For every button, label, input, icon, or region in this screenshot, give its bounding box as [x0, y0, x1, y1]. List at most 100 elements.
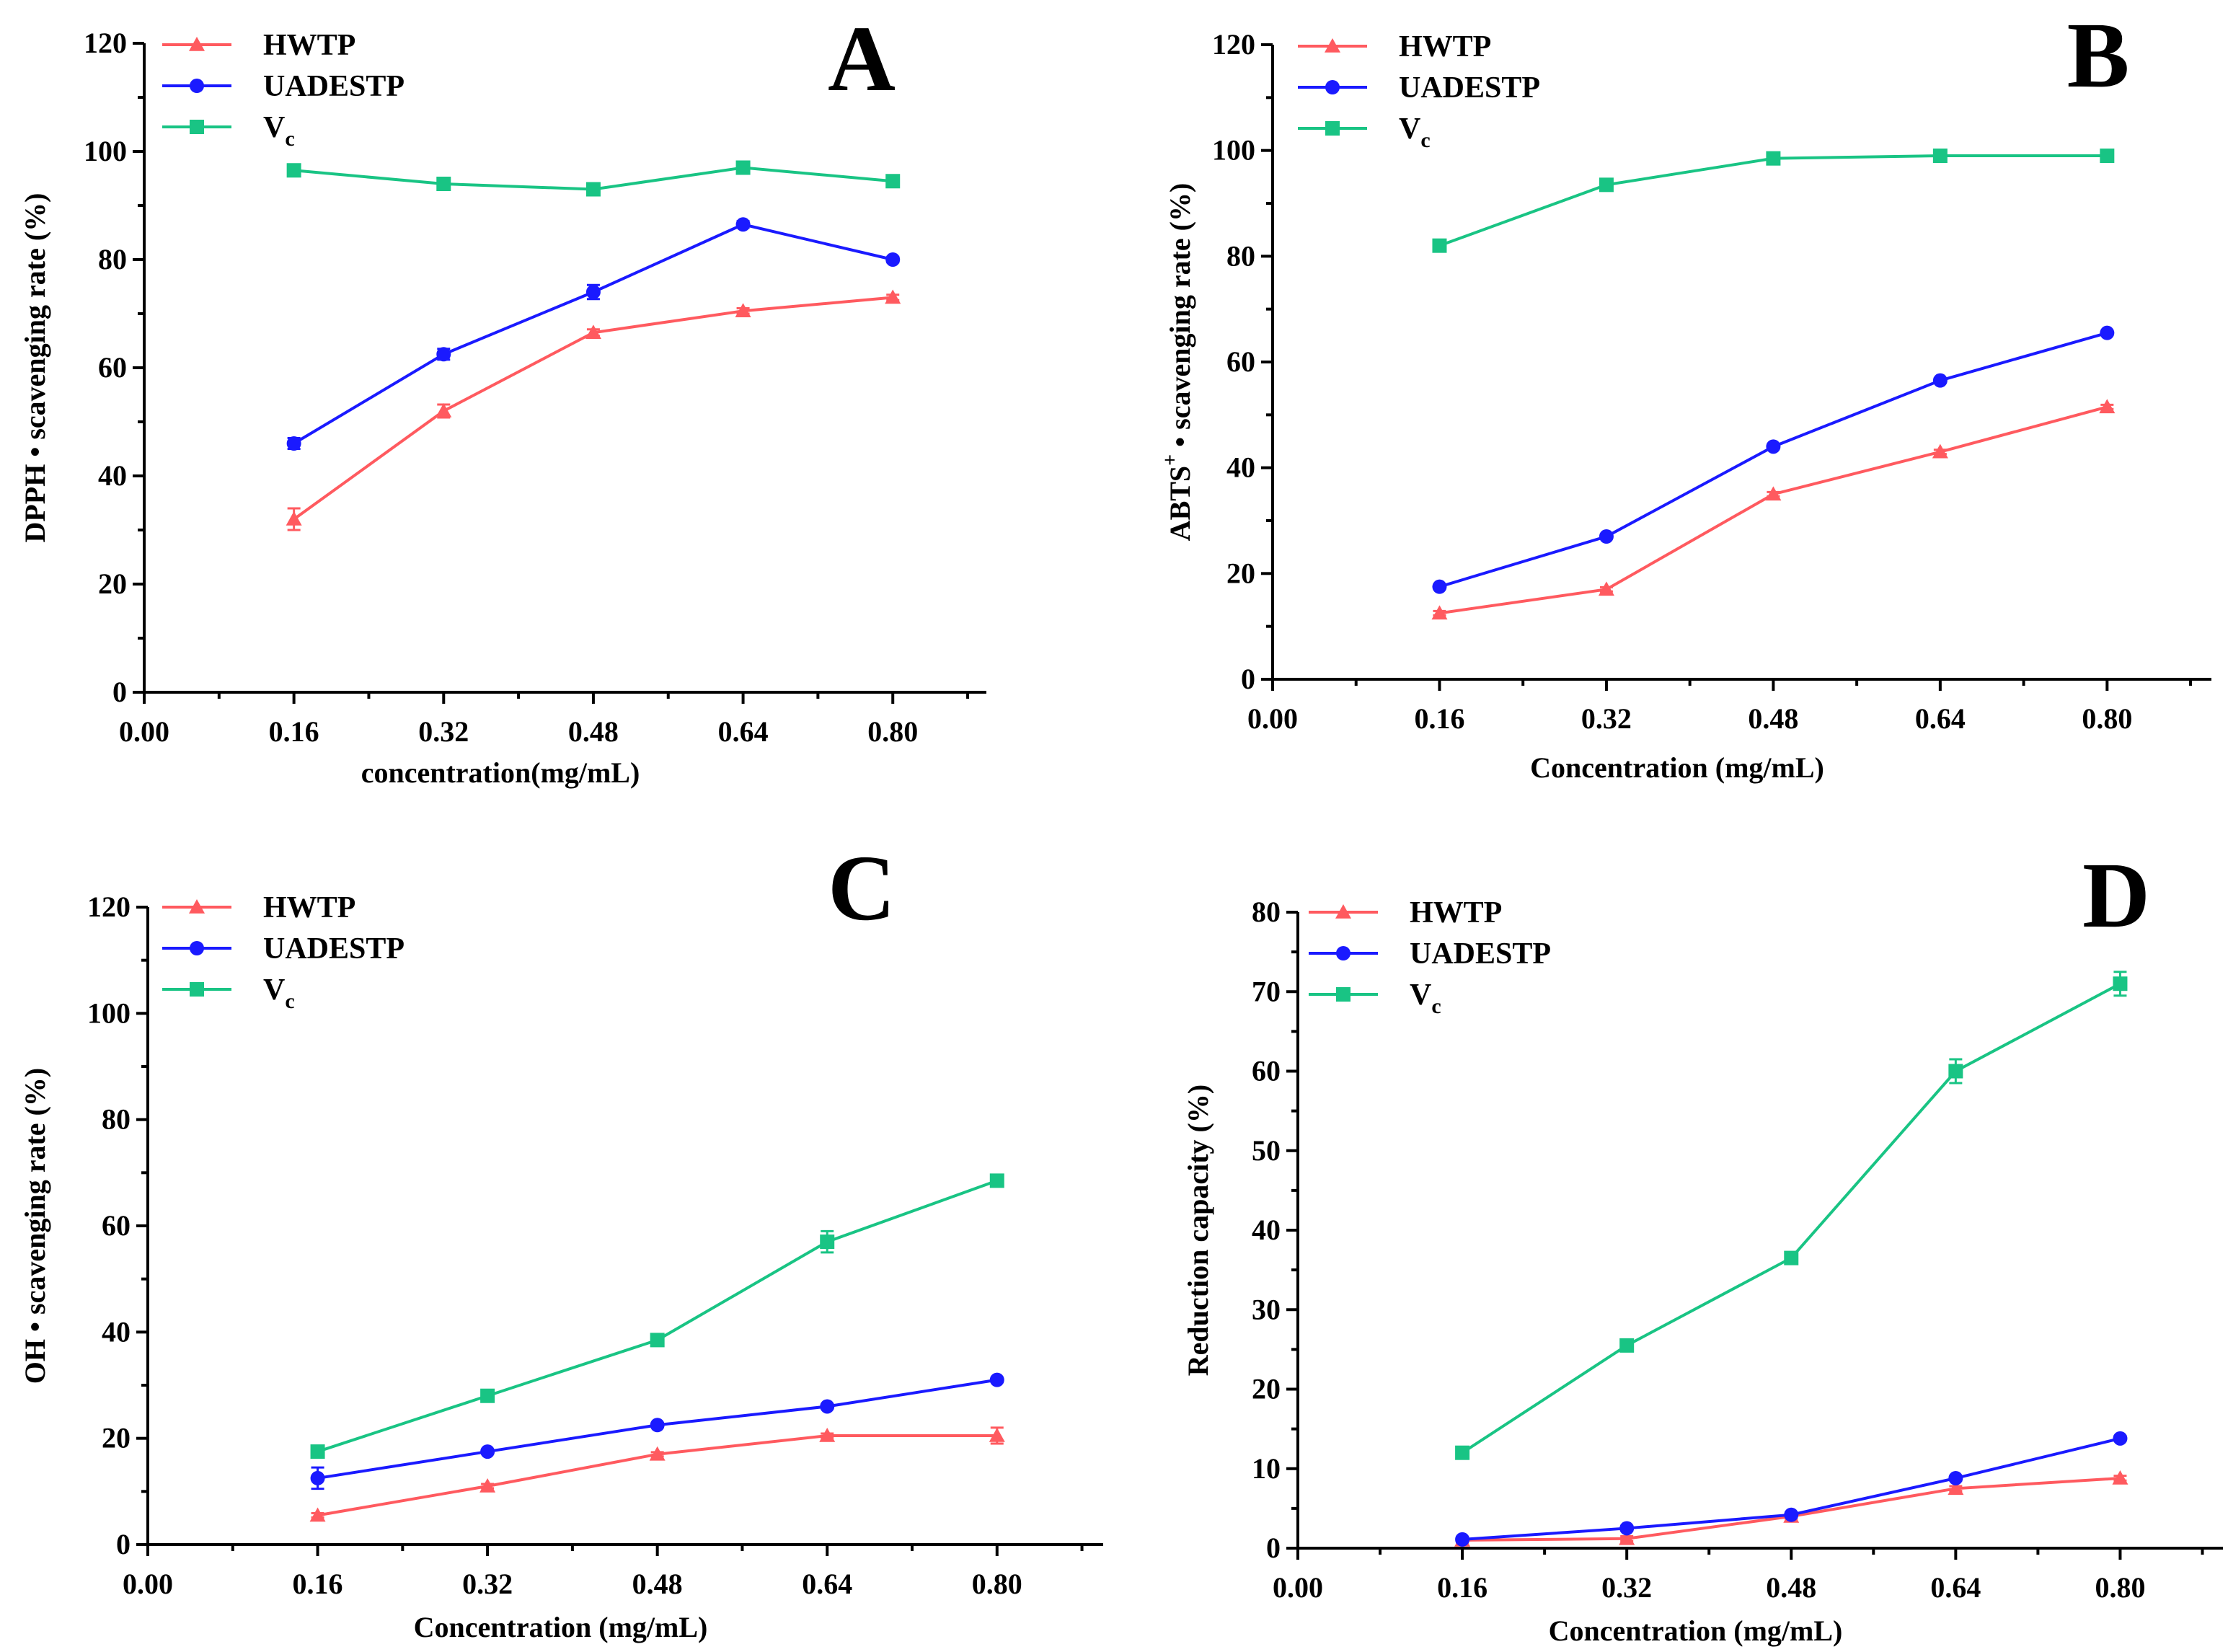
x-tick-label: 0.16: [1414, 702, 1464, 735]
x-tick-label: 0.16: [1437, 1571, 1487, 1604]
x-tick-label: 0.64: [718, 715, 769, 748]
data-point-vc: [2113, 976, 2128, 991]
data-point-uadestp: [1432, 579, 1447, 594]
data-point-vc: [286, 163, 301, 178]
y-tick-label: 40: [98, 459, 127, 492]
x-tick-label: 0.16: [269, 715, 319, 748]
x-tick-label: 0.00: [1247, 702, 1298, 735]
data-point-uadestp: [1784, 1507, 1799, 1522]
x-tick-label: 0.48: [1766, 1571, 1816, 1604]
data-point-vc: [989, 1173, 1004, 1188]
y-tick-label: 0: [112, 676, 127, 708]
data-point-uadestp: [885, 252, 901, 267]
y-tick-label: 30: [1252, 1293, 1281, 1325]
data-point-hwtp: [649, 1446, 666, 1461]
data-point-hwtp: [309, 1507, 326, 1522]
x-tick-label: 0.80: [2095, 1571, 2145, 1604]
data-point-uadestp: [1766, 439, 1781, 454]
legend-swatch-marker: [190, 79, 204, 93]
data-point-uadestp: [286, 436, 301, 451]
y-tick-label: 20: [1252, 1373, 1281, 1405]
data-point-vc: [820, 1234, 835, 1250]
data-point-vc: [1599, 177, 1614, 193]
legend-label-vc: Vc: [1410, 979, 1441, 1018]
x-tick-label: 0.16: [293, 1568, 343, 1600]
legend-label-vc: Vc: [1399, 112, 1431, 152]
legend: HWTP UADESTP Vc: [1298, 30, 1540, 152]
series-hwtp: [1431, 399, 2116, 620]
series-vc: [1455, 971, 2128, 1460]
legend-swatch-marker: [189, 899, 205, 914]
legend-swatch-marker: [1325, 121, 1340, 136]
legend: HWTP UADESTP Vc: [162, 29, 405, 151]
data-point-hwtp: [1431, 605, 1448, 620]
data-point-vc: [1766, 151, 1781, 166]
data-point-hwtp: [819, 1427, 836, 1442]
data-point-hwtp: [479, 1477, 496, 1493]
series-line-uadestp: [1438, 331, 2108, 588]
series-line-hwtp: [1439, 405, 2108, 615]
data-point-hwtp: [2112, 1470, 2128, 1485]
x-tick-label: 0.80: [867, 715, 918, 748]
data-point-vc: [310, 1444, 325, 1459]
y-tick-label: 60: [1252, 1055, 1281, 1087]
x-axis-title: Concentration (mg/mL): [1530, 751, 1824, 784]
y-axis-title-rest: • scavenging rate (%): [1164, 183, 1196, 454]
legend-swatch-marker: [1325, 38, 1340, 53]
y-tick-label: 40: [1226, 451, 1255, 484]
data-point-hwtp: [1948, 1480, 1964, 1496]
y-axis-title: DPPH • scavenging rate (%): [19, 193, 51, 542]
y-tick-label: 60: [1226, 345, 1255, 378]
data-point-vc: [1455, 1445, 1470, 1460]
data-point-uadestp: [1932, 373, 1948, 388]
legend-swatch-marker: [190, 120, 204, 134]
data-point-vc: [1619, 1338, 1635, 1353]
panel-b: 0.00 0.16 0.32 0.48 0.64 0.80 0 20 40 60 80 100 120 C…: [1159, 4, 2211, 784]
panel-d: 0.00 0.16 0.32 0.48 0.64 0.80 0 10 20 30 40 50 60 70 8…: [1182, 844, 2223, 1647]
x-axis-title: Concentration (mg/mL): [414, 1611, 708, 1643]
data-point-hwtp: [989, 1427, 1005, 1442]
data-point-hwtp: [1932, 443, 1948, 459]
x-tick-label: 0.64: [1930, 1571, 1981, 1604]
x-axis-title: Concentration (mg/mL): [1549, 1615, 1843, 1647]
series-vc: [286, 160, 901, 197]
data-point-hwtp: [735, 303, 751, 318]
legend-label-uadestp: UADESTP: [263, 70, 405, 103]
data-point-uadestp: [1599, 529, 1614, 544]
data-point-uadestp: [735, 217, 751, 232]
data-point-uadestp: [310, 1470, 325, 1485]
series-vc: [1432, 149, 2115, 253]
legend-swatch-marker: [190, 941, 204, 955]
series-line-uadestp: [1462, 1436, 2121, 1541]
series-hwtp: [286, 289, 901, 531]
y-tick-label: 20: [1226, 557, 1255, 589]
data-point-vc: [1432, 238, 1447, 253]
legend-swatch-marker: [1336, 987, 1350, 1002]
y-tick-label: 120: [84, 27, 127, 59]
data-point-vc: [585, 182, 601, 197]
x-axis-title: concentration(mg/mL): [361, 756, 640, 789]
legend-label-uadestp: UADESTP: [263, 932, 405, 966]
series-line-vc: [1438, 154, 2108, 247]
legend-swatch-marker: [1325, 80, 1340, 94]
y-tick-label: 20: [102, 1422, 131, 1454]
panel-letter: B: [2067, 4, 2130, 107]
series-uadestp: [1432, 325, 2115, 594]
x-tick-label: 0.00: [119, 715, 169, 748]
series-uadestp: [310, 1372, 1004, 1490]
data-point-uadestp: [989, 1372, 1004, 1387]
y-axis-title: ABTS+ • scavenging rate (%): [1159, 183, 1196, 542]
x-tick-label: 0.64: [1915, 702, 1966, 735]
legend-label-hwtp: HWTP: [1410, 896, 1502, 929]
legend-label-sub: c: [285, 989, 294, 1013]
x-tick-label: 0.00: [123, 1568, 173, 1600]
legend-swatch-marker: [190, 982, 204, 997]
series-line-vc: [1461, 982, 2121, 1454]
data-point-vc: [436, 177, 451, 191]
y-tick-label: 50: [1252, 1134, 1281, 1167]
legend-label-main: V: [1399, 112, 1420, 146]
series-vc: [310, 1173, 1004, 1459]
y-tick-label: 60: [98, 351, 127, 384]
series-uadestp: [286, 217, 901, 451]
y-axis-title: Reduction capacity (%): [1182, 1085, 1214, 1376]
